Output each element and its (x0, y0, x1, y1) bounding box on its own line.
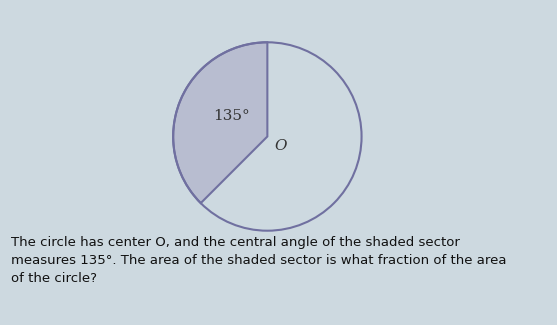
Text: O: O (274, 139, 287, 153)
Text: 135°: 135° (213, 109, 250, 123)
Wedge shape (173, 42, 267, 203)
Text: The circle has center O, and the central angle of the shaded sector
measures 135: The circle has center O, and the central… (11, 236, 507, 285)
